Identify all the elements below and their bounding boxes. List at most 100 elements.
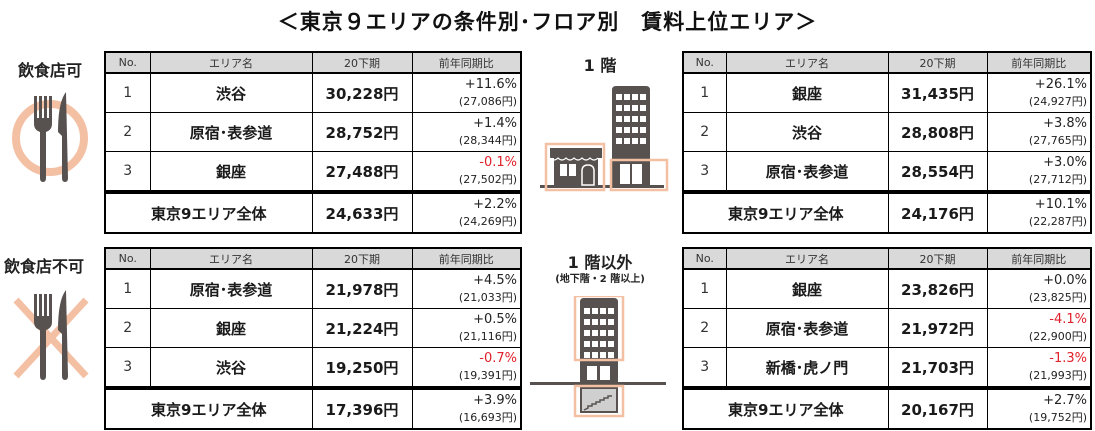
yoy-pct: +1.4% (473, 116, 517, 131)
yoy-pct: +2.2% (473, 197, 517, 212)
prev-price: (21,993円) (1028, 369, 1087, 382)
table-row: 2 原宿･表参道 28,752円 +1.4% (28,344円) (104, 112, 522, 152)
floor-other-table: No. エリア名 20下期 前年同期比 1 銀座 23,826円 +0.0% (2… (682, 247, 1092, 430)
total-row: 東京9エリア全体 17,396円 +3.9% (16,693円) (104, 386, 522, 430)
table-row: 1 銀座 31,435円 +26.1% (24,927円) (682, 72, 1092, 113)
yoy-ratio: +0.0% (23,825円) (986, 268, 1092, 309)
floor-other-label: 1 階以外 (567, 253, 633, 272)
fork-knife-crossed-icon (8, 286, 92, 382)
area-name: 原宿･表参道 (149, 268, 313, 309)
area-name: 渋谷 (725, 112, 889, 152)
area-name: 銀座 (725, 268, 889, 309)
yoy-pct: +0.5% (473, 312, 517, 327)
yoy-ratio: +1.4% (28,344円) (411, 112, 522, 152)
col-no: No. (682, 51, 727, 74)
area-name: 原宿･表参道 (725, 308, 889, 348)
restaurant-ng-label: 飲食店不可 (4, 257, 85, 276)
yoy-ratio: +0.5% (21,116円) (411, 308, 522, 348)
area-name: 銀座 (149, 151, 313, 193)
floor-1-label: 1 階 (583, 56, 617, 75)
upper-basement-building-icon (528, 294, 668, 420)
restaurant-ng-table: No. エリア名 20下期 前年同期比 1 原宿･表参道 21,978円 +4.… (104, 247, 522, 430)
rent-price: 28,752円 (311, 112, 413, 152)
prev-price: (16,693円) (458, 411, 517, 424)
col-ratio: 前年同期比 (986, 51, 1092, 74)
floor-1-table: No. エリア名 20下期 前年同期比 1 銀座 31,435円 +26.1% (… (682, 51, 1092, 234)
yoy-ratio: -4.1% (22,900円) (986, 308, 1092, 348)
yoy-pct: +26.1% (1034, 77, 1087, 92)
table-row: 2 渋谷 28,808円 +3.8% (27,765円) (682, 112, 1092, 152)
rank-no: 1 (104, 268, 151, 309)
prev-price: (27,502円) (458, 173, 517, 186)
rank-no: 3 (682, 347, 727, 389)
table-row: 1 渋谷 30,228円 +11.6% (27,086円) (104, 72, 522, 113)
rank-no: 3 (104, 347, 151, 389)
table-row: 2 原宿･表参道 21,972円 -4.1% (22,900円) (682, 308, 1092, 348)
rent-price: 21,224円 (311, 308, 413, 348)
total-price: 24,176円 (887, 190, 988, 234)
prev-price: (27,712円) (1028, 173, 1087, 186)
floor-other-sublabel: (地下階・2 階以上) (555, 274, 645, 285)
rank-no: 1 (682, 72, 727, 113)
yoy-ratio: +4.5% (21,033円) (411, 268, 522, 309)
prev-price: (28,344円) (458, 134, 517, 147)
yoy-pct: +3.8% (1043, 116, 1087, 131)
col-no: No. (104, 247, 151, 270)
fork-knife-plate-icon (8, 88, 92, 184)
prev-price: (22,287円) (1028, 215, 1087, 228)
col-price: 20下期 (887, 51, 988, 74)
yoy-ratio: -0.1% (27,502円) (411, 151, 522, 193)
col-area: エリア名 (149, 247, 313, 270)
yoy-pct: -0.7% (479, 351, 517, 366)
prev-price: (21,116円) (458, 330, 517, 343)
yoy-pct: +11.6% (464, 77, 517, 92)
area-name: 銀座 (149, 308, 313, 348)
area-name: 銀座 (725, 72, 889, 113)
restaurant-ok-label: 飲食店可 (18, 61, 83, 80)
prev-price: (22,900円) (1028, 330, 1087, 343)
yoy-pct: +2.7% (1043, 393, 1087, 408)
total-label: 東京9エリア全体 (104, 386, 313, 430)
table-row: 2 銀座 21,224円 +0.5% (21,116円) (104, 308, 522, 348)
rent-price: 19,250円 (311, 347, 413, 389)
col-price: 20下期 (887, 247, 988, 270)
prev-price: (19,752円) (1028, 411, 1087, 424)
total-label: 東京9エリア全体 (682, 386, 889, 430)
yoy-ratio: +11.6% (27,086円) (411, 72, 522, 113)
area-name: 新橋･虎ノ門 (725, 347, 889, 389)
col-ratio: 前年同期比 (411, 51, 522, 74)
rent-price: 21,978円 (311, 268, 413, 309)
yoy-pct: +10.1% (1034, 197, 1087, 212)
prev-price: (24,269円) (458, 215, 517, 228)
area-name: 渋谷 (149, 347, 313, 389)
ground-floor-shop-building-icon (532, 78, 672, 194)
table-row: 1 原宿･表参道 21,978円 +4.5% (21,033円) (104, 268, 522, 309)
yoy-pct: +0.0% (1043, 273, 1087, 288)
total-label: 東京9エリア全体 (682, 190, 889, 234)
prev-price: (27,086円) (458, 95, 517, 108)
yoy-ratio: -1.3% (21,993円) (986, 347, 1092, 389)
total-row: 東京9エリア全体 24,633円 +2.2% (24,269円) (104, 190, 522, 234)
col-area: エリア名 (725, 51, 889, 74)
prev-price: (24,927円) (1028, 95, 1087, 108)
rent-price: 23,826円 (887, 268, 988, 309)
rent-price: 21,972円 (887, 308, 988, 348)
total-price: 17,396円 (311, 386, 413, 430)
table-row: 3 原宿･表参道 28,554円 +3.0% (27,712円) (682, 151, 1092, 193)
col-ratio: 前年同期比 (411, 247, 522, 270)
page-title: ＜東京９エリアの条件別･フロア別 賃料上位エリア＞ (277, 10, 818, 34)
prev-price: (19,391円) (458, 369, 517, 382)
rank-no: 3 (682, 151, 727, 193)
total-yoy: +2.2% (24,269円) (411, 190, 522, 234)
table-row: 3 新橋･虎ノ門 21,703円 -1.3% (21,993円) (682, 347, 1092, 389)
rent-price: 28,808円 (887, 112, 988, 152)
restaurant-ok-table: No. エリア名 20下期 前年同期比 1 渋谷 30,228円 +11.6% (… (104, 51, 522, 234)
total-row: 東京9エリア全体 20,167円 +2.7% (19,752円) (682, 386, 1092, 430)
col-price: 20下期 (311, 247, 413, 270)
area-name: 原宿･表参道 (149, 112, 313, 152)
area-name: 渋谷 (149, 72, 313, 113)
col-ratio: 前年同期比 (986, 247, 1092, 270)
total-label: 東京9エリア全体 (104, 190, 313, 234)
rank-no: 2 (104, 308, 151, 348)
table-row: 1 銀座 23,826円 +0.0% (23,825円) (682, 268, 1092, 309)
